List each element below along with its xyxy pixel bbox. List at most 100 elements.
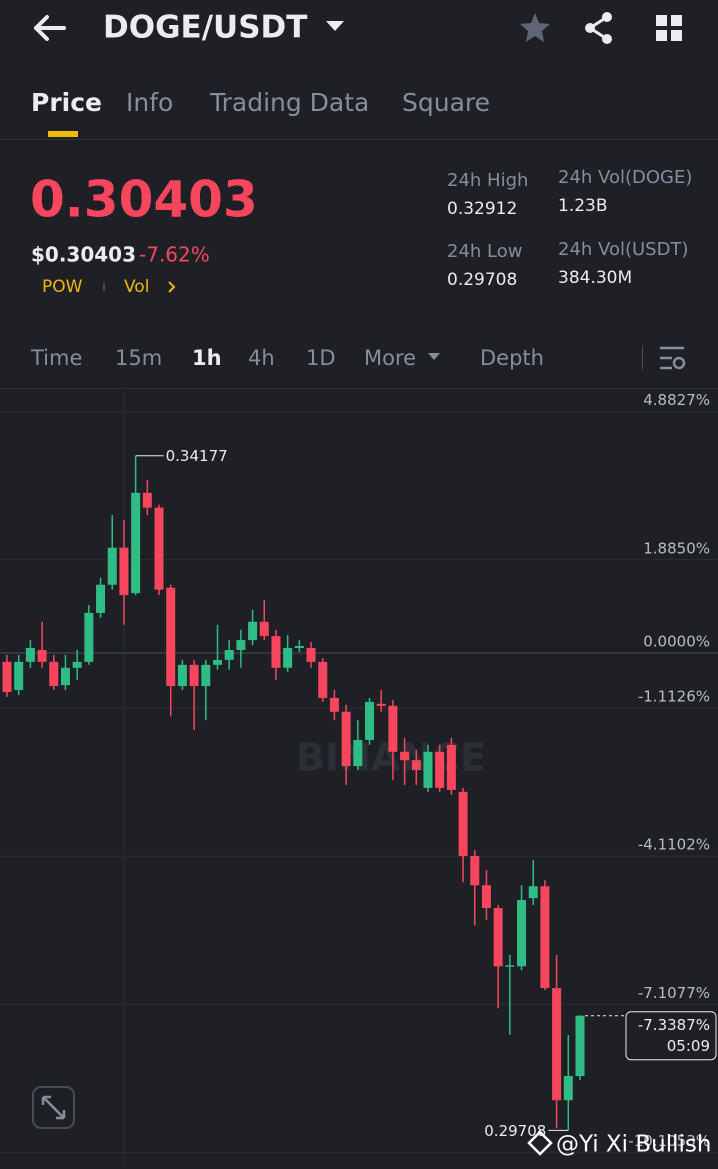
tag[interactable]: Vol xyxy=(124,277,149,297)
candle-body xyxy=(131,492,141,594)
chart-settings-icon[interactable] xyxy=(660,346,686,370)
credit-logo xyxy=(527,1130,553,1156)
candle-body xyxy=(283,648,293,668)
stat-label: 24h Vol(USDT) xyxy=(558,239,688,260)
candle-body xyxy=(25,648,35,662)
interval[interactable]: 4h xyxy=(248,346,275,370)
interval-active[interactable]: 1h xyxy=(192,346,222,370)
interval[interactable]: Time xyxy=(30,346,82,370)
settings-gear xyxy=(672,356,686,370)
y-tick-label: 1.8850% xyxy=(643,539,710,557)
divider xyxy=(0,139,718,140)
stat-value: 1.23B xyxy=(558,196,608,216)
stat-value: 0.32912 xyxy=(447,199,517,219)
candle-body xyxy=(341,711,351,767)
candle-body xyxy=(505,965,515,967)
y-tick-label: 0.0000% xyxy=(643,632,710,650)
credit: @Yi Xi Bullish xyxy=(556,1132,711,1158)
candle-body xyxy=(388,705,398,752)
tab[interactable]: Trading Data xyxy=(209,88,369,117)
candle-body xyxy=(446,744,456,790)
expand-button[interactable] xyxy=(32,1086,75,1129)
pair-dropdown[interactable] xyxy=(326,21,344,31)
interval[interactable]: 1D xyxy=(306,346,336,370)
grid-cell xyxy=(656,15,667,26)
tag-chevron xyxy=(168,281,176,293)
stat-value: 0.29708 xyxy=(447,270,517,290)
candle-body xyxy=(142,492,152,508)
candle-body xyxy=(119,547,129,596)
candle-body xyxy=(49,661,59,687)
expand-icon xyxy=(41,1095,66,1120)
candle-body xyxy=(517,900,527,967)
candle-body xyxy=(400,751,410,761)
favorite-icon[interactable] xyxy=(520,13,550,42)
candlestick-chart: BINANCE4.8827%1.8850%0.0000%-1.1126%-4.1… xyxy=(0,390,718,1165)
pair-title[interactable]: DOGE/USDT xyxy=(103,10,307,46)
tab-active[interactable]: Price xyxy=(31,88,102,117)
back-icon xyxy=(34,15,66,41)
candle-body xyxy=(552,988,562,1101)
tab-underline xyxy=(48,131,78,137)
divider xyxy=(0,388,718,389)
candle-body xyxy=(575,1015,585,1077)
grid-cell xyxy=(671,30,682,41)
y-tick-label: -4.1102% xyxy=(638,836,710,854)
usd-price: $0.30403 xyxy=(31,243,136,267)
candle-body xyxy=(154,507,164,590)
expand-frame xyxy=(32,1086,75,1129)
y-tick-label: -10.1053% xyxy=(628,1132,710,1150)
candle-body xyxy=(271,636,281,668)
y-tick-label: -7.1077% xyxy=(638,984,710,1002)
candle-body xyxy=(365,701,375,740)
candle-body xyxy=(72,661,82,668)
price-change: -7.62% xyxy=(139,243,210,267)
back-button[interactable] xyxy=(34,15,66,41)
more-dropdown xyxy=(428,353,440,360)
high-label: 0.34177 xyxy=(166,447,228,465)
candle-body xyxy=(423,751,433,788)
tab[interactable]: Info xyxy=(126,88,173,117)
candle-body xyxy=(306,648,316,662)
candle-body xyxy=(96,584,106,613)
stat-label: 24h Low xyxy=(447,241,522,262)
candle-body xyxy=(212,659,222,665)
share-lines xyxy=(587,15,608,41)
candle-body xyxy=(329,697,339,712)
tab[interactable]: Square xyxy=(402,88,490,117)
candle-body xyxy=(84,612,94,662)
candle-body xyxy=(481,885,491,908)
grid-cell xyxy=(671,15,682,26)
low-label: 0.29708 xyxy=(484,1122,546,1140)
candle-body xyxy=(376,703,386,706)
tag-separator xyxy=(103,283,105,291)
tag[interactable]: POW xyxy=(42,277,83,297)
stat-label: 24h High xyxy=(447,170,528,191)
stat-label: 24h Vol(DOGE) xyxy=(558,167,692,188)
candle-body xyxy=(318,661,328,698)
candle-body xyxy=(470,856,480,886)
candle-body xyxy=(60,667,70,686)
candle-body xyxy=(458,791,468,857)
interval[interactable]: More xyxy=(364,346,416,370)
candle-body xyxy=(2,661,12,692)
countdown: 05:09 xyxy=(667,1037,710,1055)
candle-body xyxy=(177,664,187,687)
interval[interactable]: 15m xyxy=(115,346,162,370)
last-price-box xyxy=(625,1011,717,1061)
candle-body xyxy=(248,621,258,641)
share-icon[interactable] xyxy=(585,12,612,44)
candle-body xyxy=(259,621,269,637)
candle-body xyxy=(189,664,199,687)
candle-body xyxy=(563,1076,573,1101)
last-change: -7.3387% xyxy=(638,1016,710,1034)
interval[interactable]: Depth xyxy=(480,346,544,370)
candle-body xyxy=(540,886,550,989)
y-tick-label: 4.8827% xyxy=(643,391,710,409)
settings-lines xyxy=(660,346,684,370)
candle-body xyxy=(37,649,47,662)
grid-menu-icon[interactable] xyxy=(656,15,682,41)
candle-body xyxy=(528,886,538,899)
